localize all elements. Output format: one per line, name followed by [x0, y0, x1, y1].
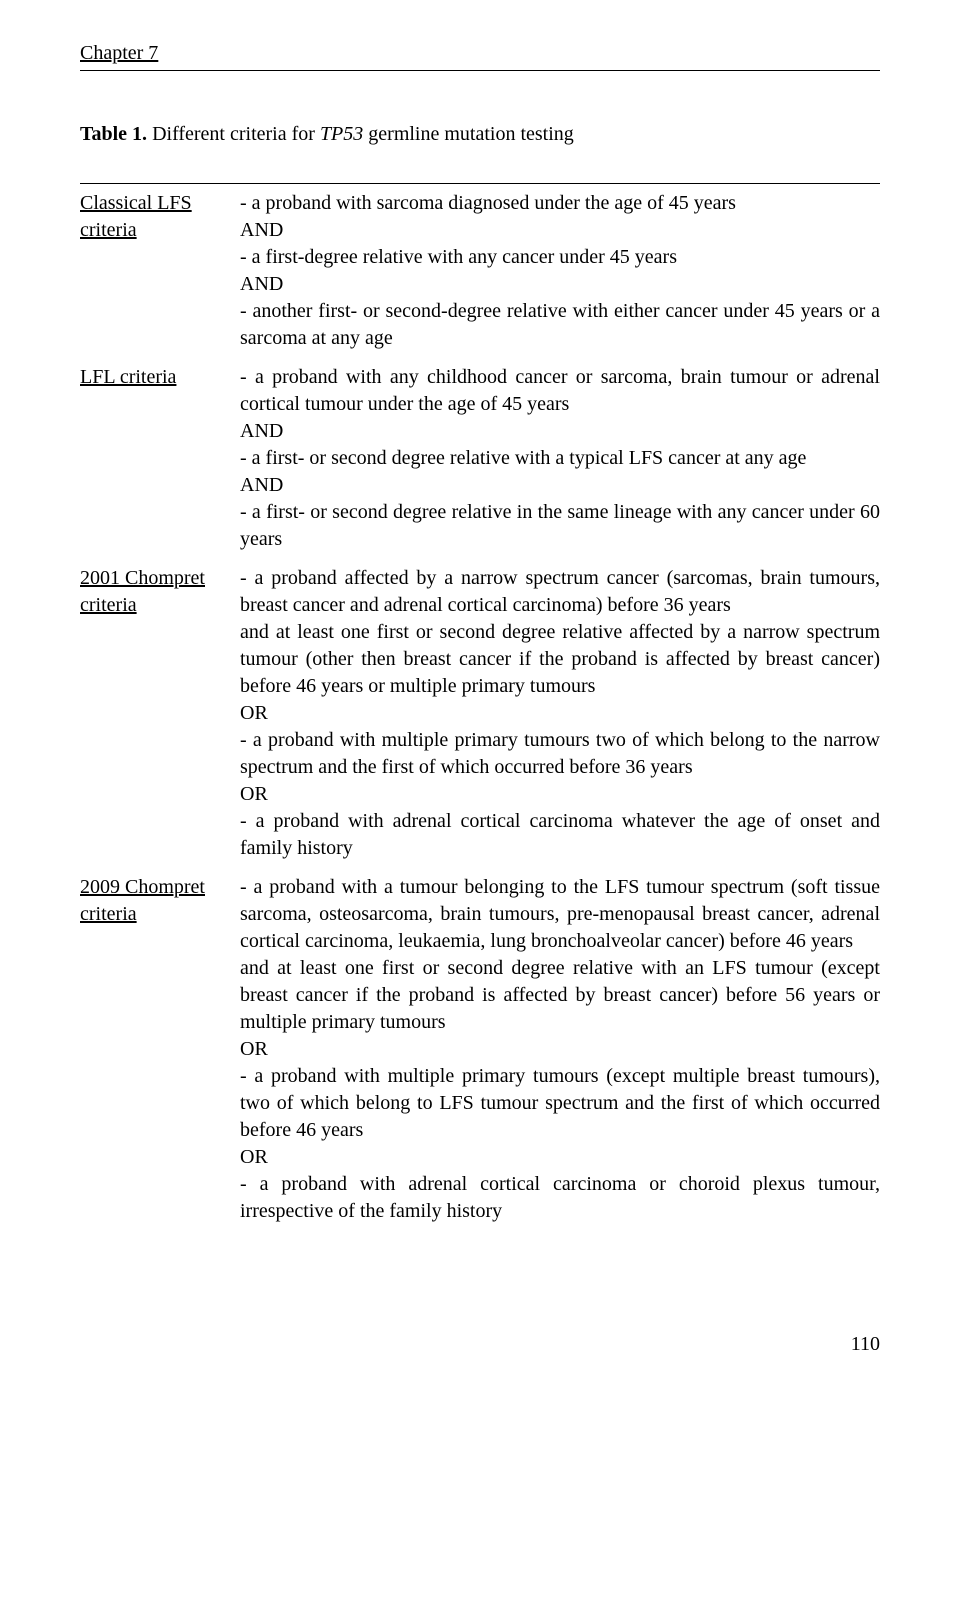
criteria-line: OR	[240, 781, 880, 808]
criteria-label: 2001 Chompret criteria	[80, 559, 240, 868]
criteria-label: 2009 Chompret criteria	[80, 868, 240, 1231]
page-number: 110	[80, 1331, 880, 1358]
criteria-line: - a proband with adrenal cortical carcin…	[240, 1171, 880, 1225]
criteria-line: AND	[240, 271, 880, 298]
criteria-label: LFL criteria	[80, 358, 240, 559]
table-caption: Table 1. Different criteria for TP53 ger…	[80, 121, 880, 148]
table-row: 2001 Chompret criteria- a proband affect…	[80, 559, 880, 868]
caption-gene: TP53	[320, 123, 363, 145]
criteria-content: - a proband with a tumour belonging to t…	[240, 868, 880, 1231]
criteria-line: - a proband with multiple primary tumour…	[240, 727, 880, 781]
chapter-label: Chapter 7	[80, 42, 158, 64]
criteria-content: - a proband with any childhood cancer or…	[240, 358, 880, 559]
criteria-line: - another first- or second-degree relati…	[240, 298, 880, 352]
criteria-line: - a proband affected by a narrow spectru…	[240, 565, 880, 619]
criteria-line: - a first-degree relative with any cance…	[240, 244, 880, 271]
criteria-line: OR	[240, 1036, 880, 1063]
criteria-line: and at least one first or second degree …	[240, 955, 880, 1036]
criteria-line: and at least one first or second degree …	[240, 619, 880, 700]
caption-prefix: Table 1.	[80, 123, 147, 145]
page-header: Chapter 7	[80, 40, 880, 71]
criteria-content: - a proband with sarcoma diagnosed under…	[240, 184, 880, 359]
criteria-line: OR	[240, 1144, 880, 1171]
criteria-line: - a proband with sarcoma diagnosed under…	[240, 190, 880, 217]
criteria-line: - a first- or second degree relative wit…	[240, 445, 880, 472]
criteria-line: - a first- or second degree relative in …	[240, 499, 880, 553]
criteria-content: - a proband affected by a narrow spectru…	[240, 559, 880, 868]
table-row: Classical LFS criteria- a proband with s…	[80, 184, 880, 359]
caption-text: Different criteria for	[147, 123, 320, 145]
criteria-line: AND	[240, 217, 880, 244]
table-row: LFL criteria- a proband with any childho…	[80, 358, 880, 559]
criteria-line: AND	[240, 472, 880, 499]
criteria-table: Classical LFS criteria- a proband with s…	[80, 183, 880, 1231]
criteria-label: Classical LFS criteria	[80, 184, 240, 359]
criteria-line: - a proband with any childhood cancer or…	[240, 364, 880, 418]
criteria-line: - a proband with a tumour belonging to t…	[240, 874, 880, 955]
criteria-line: - a proband with adrenal cortical carcin…	[240, 808, 880, 862]
caption-suffix: germline mutation testing	[363, 123, 574, 145]
criteria-line: AND	[240, 418, 880, 445]
criteria-line: - a proband with multiple primary tumour…	[240, 1063, 880, 1144]
criteria-line: OR	[240, 700, 880, 727]
table-row: 2009 Chompret criteria- a proband with a…	[80, 868, 880, 1231]
